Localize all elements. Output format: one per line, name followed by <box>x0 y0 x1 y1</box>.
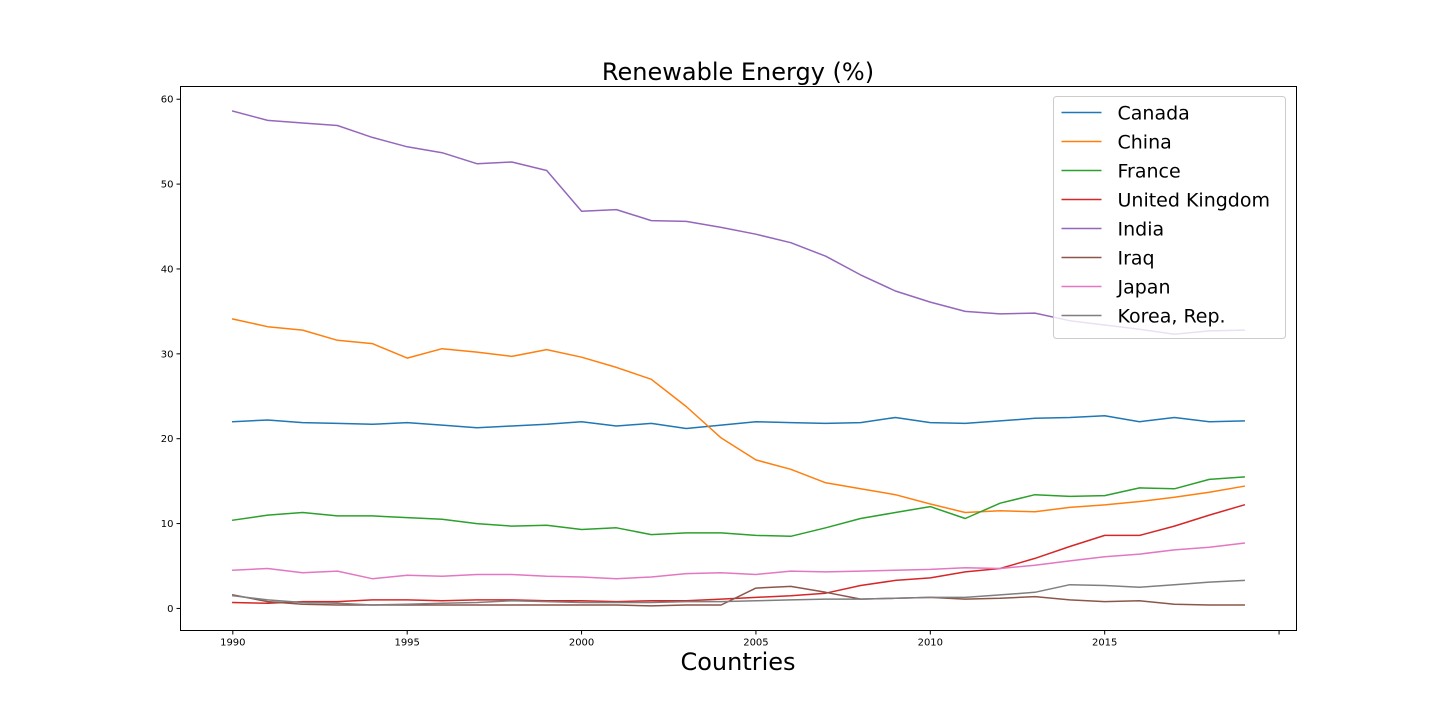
series-line-iraq <box>231 585 1245 607</box>
legend: Canada China France United Kingdom India Iraq… <box>1053 96 1286 339</box>
series-line-france <box>231 476 1246 538</box>
legend-label: United Kingdom <box>1118 190 1271 212</box>
plot-area-frame <box>180 86 1297 631</box>
series-lines <box>231 110 1246 607</box>
series-line-canada <box>232 415 1245 430</box>
y-tick-label: 40 <box>161 264 174 275</box>
x-tick-label: 1995 <box>394 638 419 649</box>
legend-label: Iraq <box>1118 248 1155 270</box>
series-line-united-kingdom <box>232 503 1246 605</box>
series-line-china <box>231 318 1246 514</box>
legend-box <box>1053 96 1286 339</box>
x-tick-label: 2000 <box>569 638 594 649</box>
y-tick-label: 10 <box>161 519 174 530</box>
chart-title: Renewable Energy (%) <box>602 58 874 86</box>
y-tick-label: 60 <box>161 95 174 106</box>
legend-label: China <box>1118 132 1172 154</box>
y-tick-label: 0 <box>167 604 173 615</box>
y-axis: 0 10 20 30 40 50 60 <box>161 95 181 615</box>
x-axis-label: Countries <box>680 648 795 676</box>
legend-label: Japan <box>1117 277 1171 299</box>
legend-label: Korea, Rep. <box>1118 306 1226 328</box>
y-tick-label: 20 <box>161 434 174 445</box>
legend-label: France <box>1118 161 1181 183</box>
x-axis: 1990 1995 2000 2005 2010 2015 <box>220 630 1280 649</box>
x-tick-label: 2015 <box>1092 638 1117 649</box>
legend-label: Canada <box>1118 103 1190 125</box>
x-tick-label: 1990 <box>220 638 245 649</box>
legend-label: India <box>1118 219 1165 241</box>
y-tick-label: 50 <box>161 180 174 191</box>
x-tick-label: 2010 <box>918 638 943 649</box>
x-tick-label: 2005 <box>743 638 768 649</box>
y-tick-label: 30 <box>161 349 174 360</box>
series-line-korea-rep <box>231 579 1245 606</box>
series-line-japan <box>232 542 1246 580</box>
